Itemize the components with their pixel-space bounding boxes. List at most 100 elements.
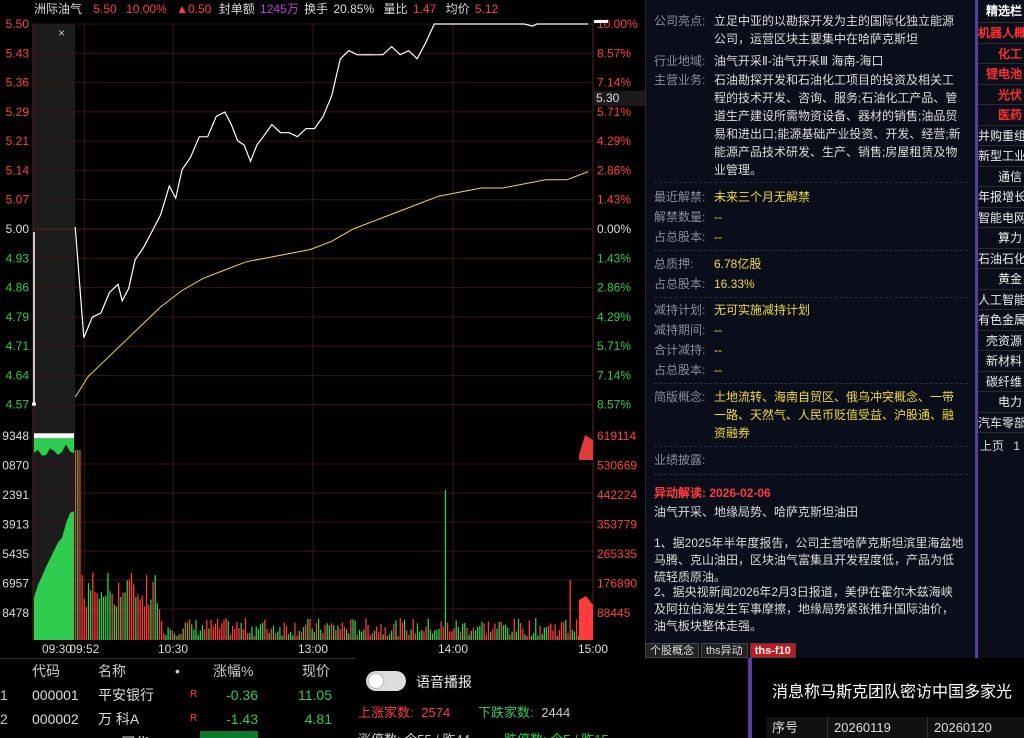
volume-bar	[423, 631, 425, 640]
volume-bar	[399, 618, 401, 640]
sector-item[interactable]: 壳资源	[978, 331, 1024, 351]
divider	[654, 446, 968, 447]
volume-bar	[126, 580, 128, 640]
sector-item[interactable]: 智能电网	[978, 208, 1024, 228]
volume-bar	[216, 618, 219, 640]
price-axis-label: 4.64	[6, 368, 30, 382]
volume-bar	[320, 629, 322, 640]
volume-bar	[75, 450, 77, 640]
turnover-label: 换手	[304, 2, 329, 16]
sector-item[interactable]: 石油石化	[978, 249, 1024, 269]
volume-bar	[206, 619, 208, 640]
sector-item[interactable]: 化工	[978, 44, 1024, 64]
volume-bar	[333, 625, 335, 640]
concept-value[interactable]: 土地流转、海南自贸区、俄乌冲突概念、一带一路、天然气、人民币贬值受益、沪股通、融…	[714, 390, 955, 440]
volume-bar	[455, 620, 457, 640]
table-row[interactable]: 3 000004 *ST国华 -4.86 9.77	[0, 731, 356, 738]
sector-item[interactable]: 新型工业	[978, 146, 1024, 167]
volume-axis-label: 176890	[597, 577, 637, 591]
chart-canvas[interactable]: 5.50 5.43 5.36 5.29 5.21 5.14 5.07 5.00 4.93 4.86…	[0, 0, 645, 658]
volume-bar	[313, 632, 315, 640]
volume-bar	[438, 628, 440, 640]
stock-name: 洲际油气	[34, 2, 83, 16]
volume-bar	[152, 581, 154, 640]
volume-bar	[272, 625, 275, 640]
sector-item[interactable]: 光伏	[978, 85, 1024, 105]
volume-bar	[150, 599, 152, 640]
volume-bar	[277, 631, 279, 640]
volume-axis-label: 5435	[2, 547, 29, 561]
unlock-value: 未来三个月无解禁	[714, 190, 811, 204]
volume-bar	[210, 619, 212, 640]
sector-item[interactable]: 新材料	[978, 351, 1024, 372]
news-table-header: 序号 20260119 20260120	[766, 717, 1024, 738]
seal-value: 1245万	[260, 2, 299, 16]
volume-bar	[191, 624, 193, 640]
pct-axis-label: 8.57%	[597, 398, 631, 412]
volume-bar	[137, 594, 139, 640]
price-axis-label: 4.79	[6, 310, 30, 324]
volume-bar	[532, 632, 535, 640]
volume-bar	[481, 621, 483, 640]
time-axis-label: 10:30	[158, 642, 188, 656]
column-header-change[interactable]: 涨幅%	[213, 663, 254, 679]
volume-bar	[578, 635, 580, 640]
sector-item[interactable]: 机器人概	[978, 23, 1024, 44]
stock-name: *ST国华	[98, 731, 149, 738]
sector-item[interactable]: 医药	[978, 105, 1024, 126]
sector-item[interactable]: 算力	[978, 228, 1024, 249]
volume-bar	[485, 634, 487, 640]
intraday-chart[interactable]: 5.50 5.43 5.36 5.29 5.21 5.14 5.07 5.00 4.93 4.86…	[0, 0, 645, 658]
sector-item[interactable]: 年报增长	[978, 187, 1024, 208]
voice-toggle[interactable]	[366, 671, 406, 691]
unlock-pct-row: 占总股本: --	[654, 228, 722, 246]
sector-item[interactable]: 锂电池	[978, 64, 1024, 85]
news-col-date-1: 20260119	[828, 717, 928, 738]
column-header-code[interactable]: 代码	[32, 663, 60, 679]
volume-ratio-value: 1.47	[412, 2, 437, 16]
sector-item[interactable]: 汽车零部	[978, 413, 1024, 433]
pct-axis-label: 10.00%	[597, 17, 638, 31]
tab-ths-alert[interactable]: ths异动	[701, 643, 748, 658]
volume-bar	[410, 629, 412, 640]
sector-item[interactable]: 人工智能	[978, 290, 1024, 310]
volume-bar	[507, 627, 509, 640]
closing-auction	[579, 435, 593, 460]
sector-item[interactable]: 通信	[978, 167, 1024, 187]
volume-bar	[341, 622, 343, 640]
volume-bar	[87, 583, 90, 640]
volume-bar	[236, 621, 238, 640]
sector-item[interactable]: 电力	[978, 392, 1024, 413]
volume-bar	[161, 621, 163, 640]
close-icon[interactable]: ×	[58, 26, 66, 40]
table-row[interactable]: 2 000002 万 科A R -1.43 4.81	[0, 707, 356, 731]
time-axis-label: 09:30	[42, 642, 72, 656]
column-header-price[interactable]: 现价	[302, 663, 330, 679]
avg-price-value: 5.12	[474, 2, 499, 16]
volume-bar	[249, 632, 251, 640]
volume-bar	[520, 622, 522, 640]
volume-bar	[449, 631, 451, 640]
volume-bar	[384, 627, 386, 640]
volume-bar	[526, 635, 528, 640]
news-headline[interactable]: 消息称马斯克团队密访中国多家光	[772, 684, 1013, 701]
volume-bar	[124, 592, 126, 640]
volume-bar	[530, 635, 533, 640]
sector-item[interactable]: 黄金	[978, 269, 1024, 290]
tab-stock-concept[interactable]: 个股概念	[645, 643, 699, 658]
volume-ratio-label: 量比	[383, 2, 408, 16]
sector-item[interactable]: 碳纤维	[978, 372, 1024, 392]
table-row[interactable]: 1 000001 平安银行 R -0.36 11.05	[0, 683, 356, 707]
volume-bar	[539, 625, 541, 640]
column-header-name[interactable]: 名称	[98, 663, 126, 679]
prev-page-button[interactable]: 上页	[980, 439, 1005, 453]
volume-bar	[477, 627, 479, 640]
change-pct: 10.00%	[126, 2, 167, 16]
tab-ths-f10[interactable]: ths-f10	[749, 643, 796, 658]
sector-item[interactable]: 有色金属	[978, 310, 1024, 331]
volume-bar	[105, 595, 107, 640]
volume-bar	[315, 622, 318, 640]
sector-item[interactable]: 并购重组	[978, 126, 1024, 146]
volume-bar	[517, 618, 520, 640]
turnover-value: 20.85%	[333, 2, 375, 16]
